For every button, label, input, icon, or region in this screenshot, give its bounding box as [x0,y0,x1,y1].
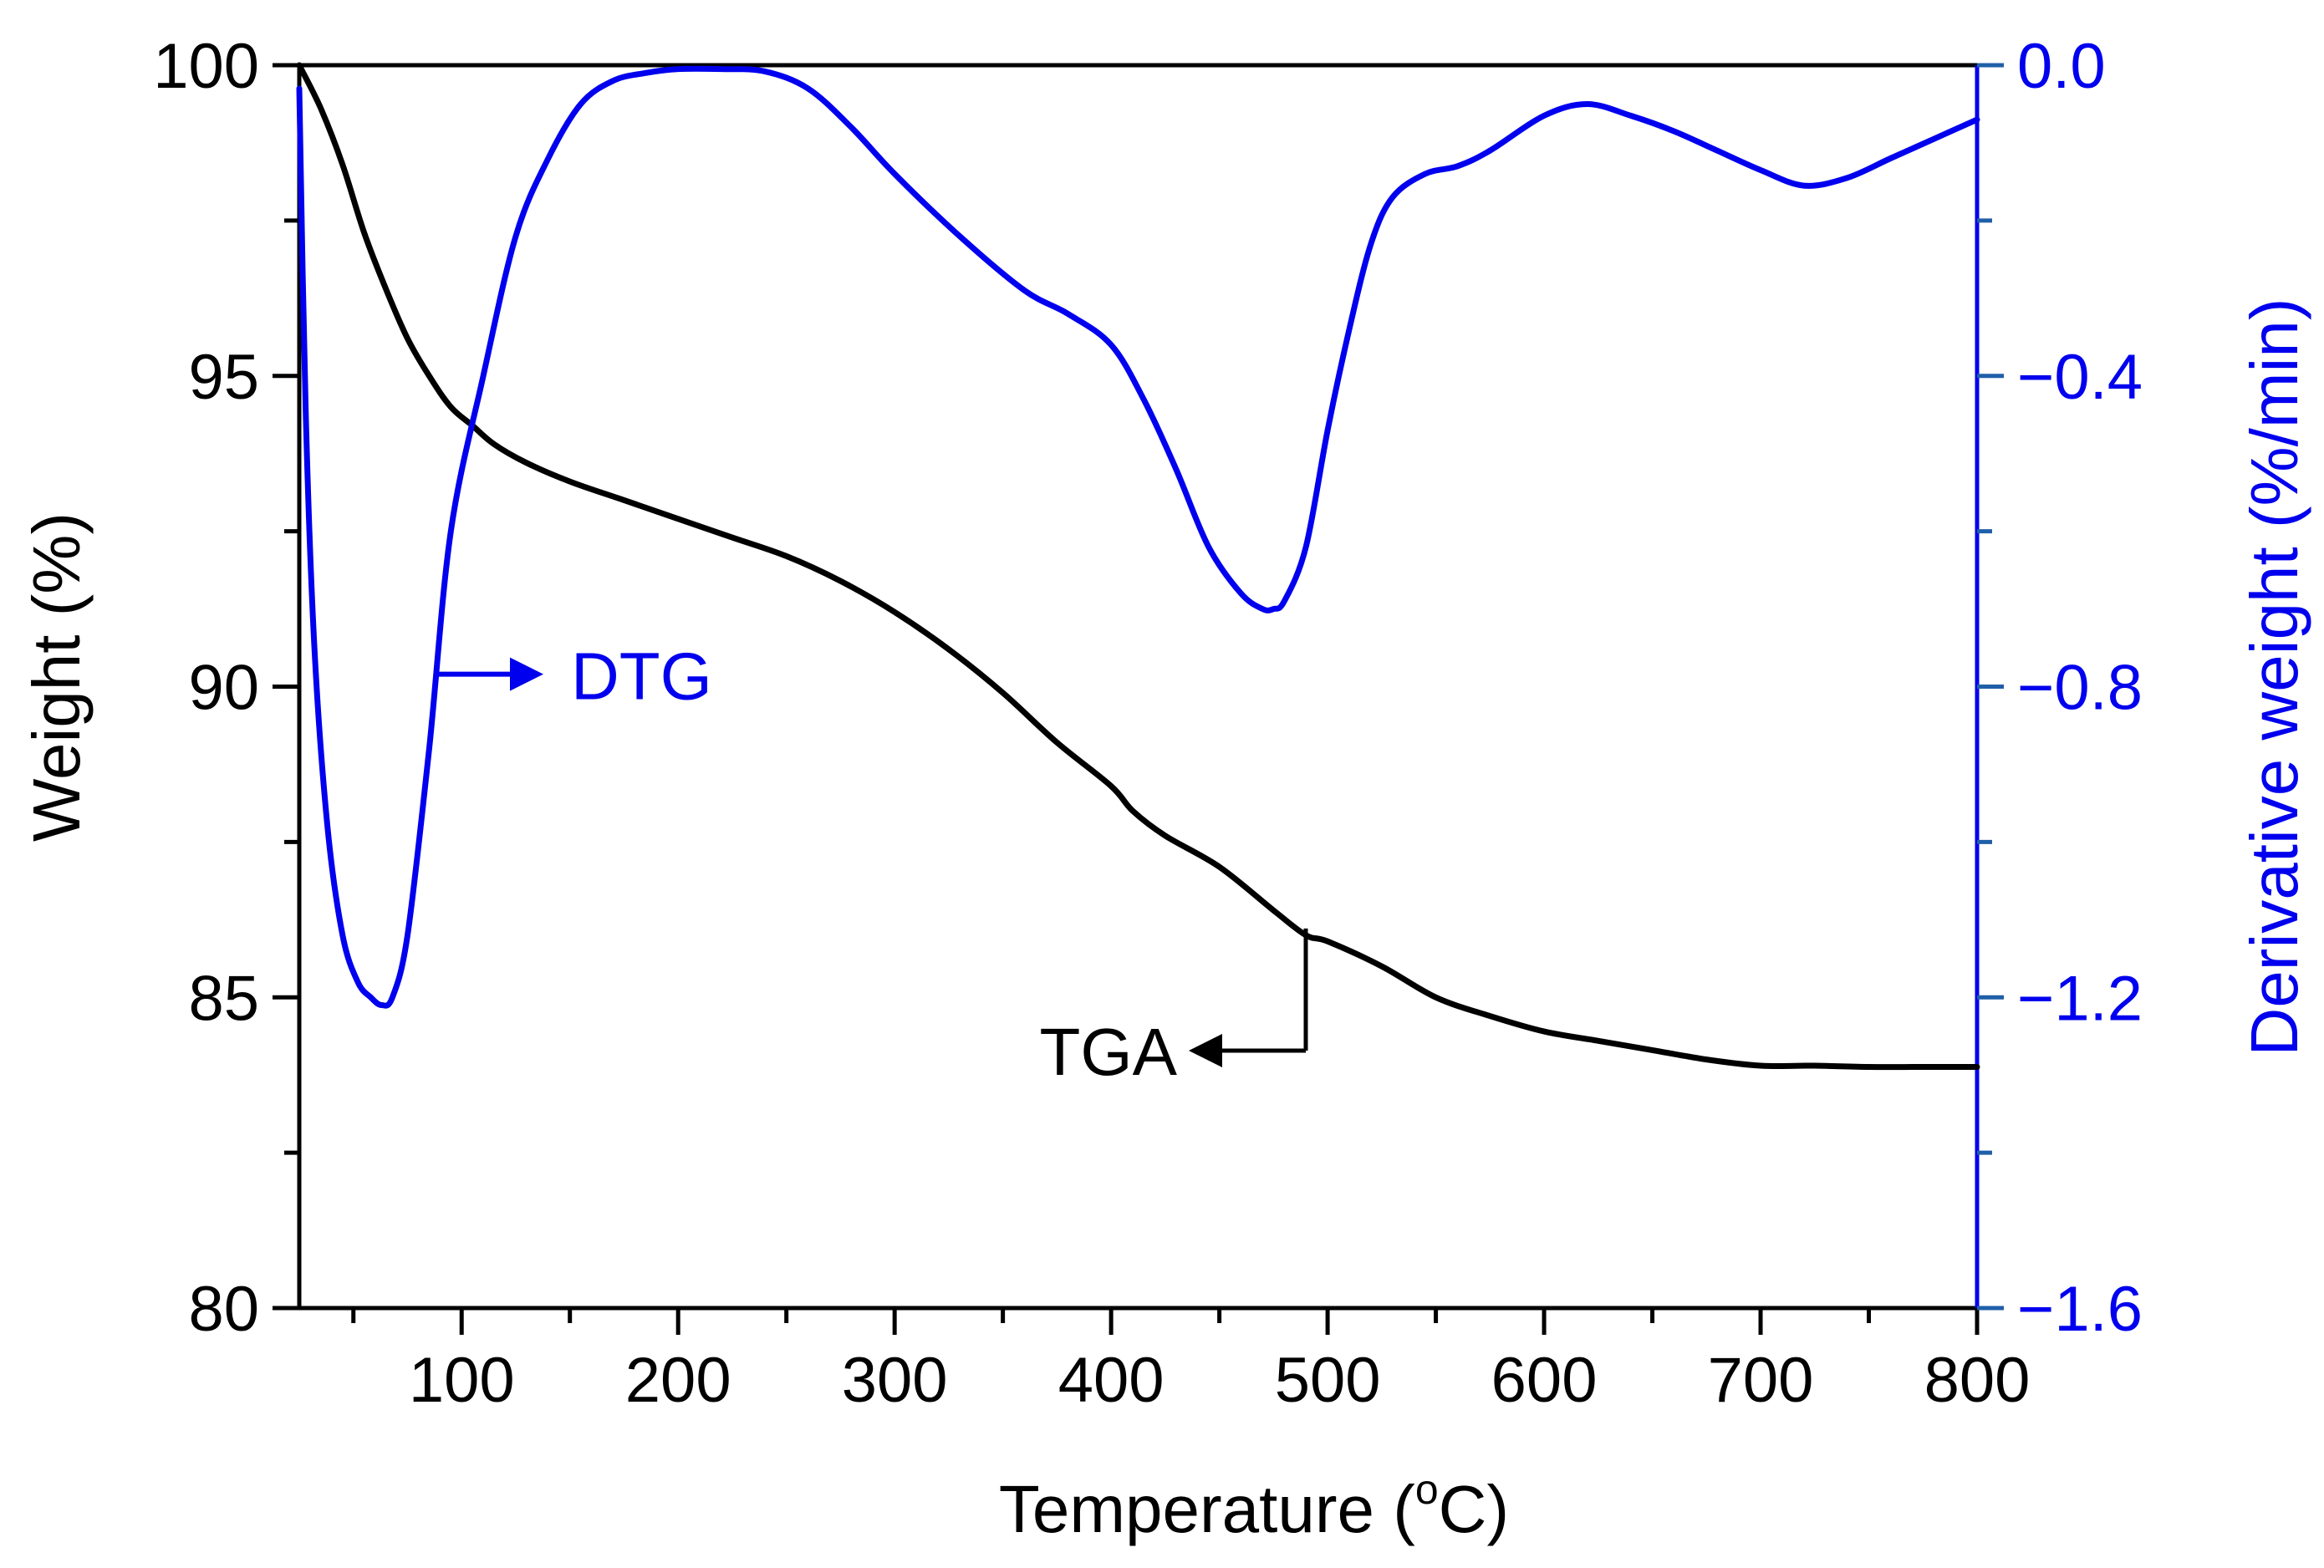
y2-tick-label: −0.4 [2017,342,2143,413]
x-tick-label: 200 [625,1345,731,1416]
tga-series-line [296,62,1980,1071]
tga-label: TGA [1040,1015,1178,1089]
x-axis-title-main: Temperature ( [999,1472,1415,1546]
y-axis-title: Weight (%) [19,512,94,842]
x-axis-title-unit: C) [1439,1472,1509,1546]
y2-axis-title: Derivative weight (%/min) [2237,298,2311,1056]
y2-tick-label: −1.6 [2017,1274,2143,1345]
y2-tick-label: −1.2 [2017,963,2143,1034]
x-tick-label: 100 [409,1345,515,1416]
x-tick-label: 700 [1708,1345,1814,1416]
y-tick-label: 80 [188,1274,259,1345]
y-tick-label: 100 [153,31,259,102]
y-tick-label: 90 [188,653,259,724]
y2-tick-label: −0.8 [2017,653,2143,724]
tga-arrow-head [1189,1034,1222,1067]
x-axis-title-degree: o [1415,1466,1439,1513]
x-tick-label: 500 [1275,1345,1381,1416]
x-tick-label: 300 [842,1345,948,1416]
x-tick-label: 400 [1058,1345,1165,1416]
dtg-arrow-head [510,657,543,691]
x-tick-label: 600 [1491,1345,1598,1416]
y2-tick-label: 0.0 [2017,31,2106,102]
axes [297,63,1980,1311]
dtg-series-line [296,65,1980,1009]
x-tick-label: 800 [1924,1345,2031,1416]
dtg-label: DTG [571,639,712,714]
y-tick-label: 95 [188,342,259,413]
y-tick-label: 85 [188,963,259,1034]
x-axis-title: Temperature (oC) [999,1466,1509,1546]
